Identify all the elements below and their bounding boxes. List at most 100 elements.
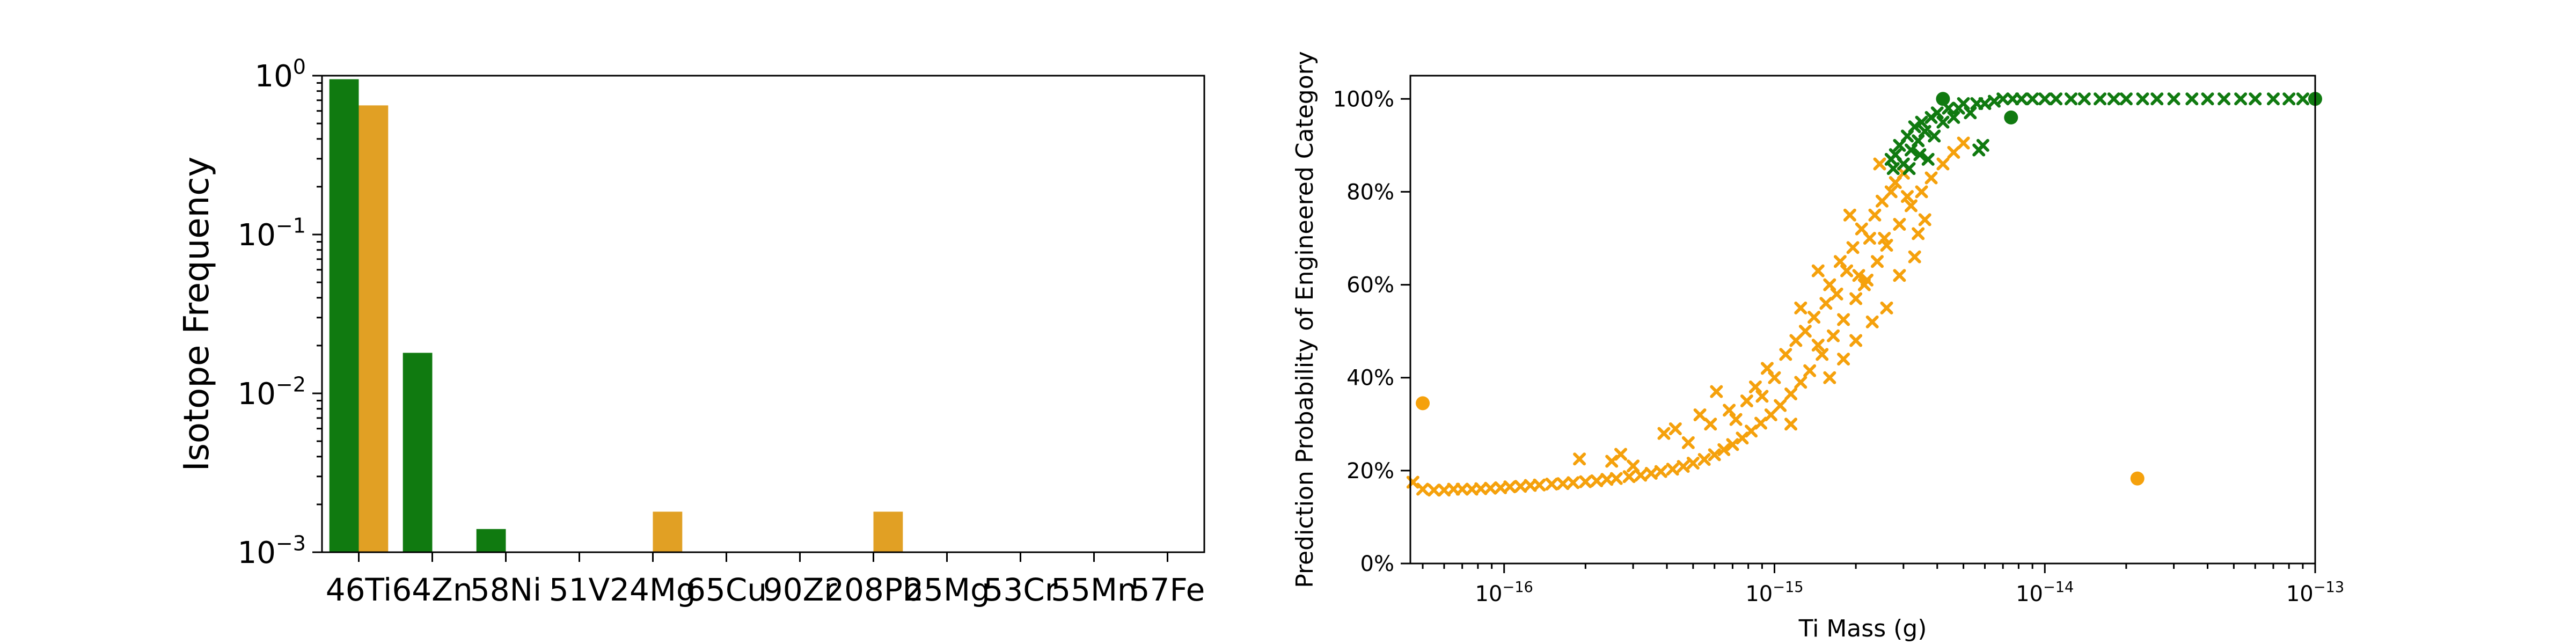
scatter-point-series-1-19	[1590, 474, 1604, 487]
scatter-point-series-1-36	[1764, 408, 1777, 421]
x-tick-label: 10−16	[1475, 579, 1533, 606]
scatter-point-series-4-2	[2004, 110, 2018, 125]
scatter-point-series-1-100	[1857, 278, 1871, 291]
scatter-point-series-1-16	[1556, 477, 1570, 491]
scatter-point-series-1-99	[1843, 208, 1856, 222]
scatter-point-series-1-25	[1654, 465, 1667, 478]
scatter-point-series-1-11	[1503, 480, 1517, 494]
y-tick-label: 10−2	[238, 372, 306, 412]
scatter-point-series-1-68	[1748, 380, 1762, 394]
x-tick-label: 64Zn	[392, 572, 472, 608]
scatter-point-series-3-34	[2119, 92, 2133, 106]
bar-46Ti-series-2	[358, 105, 389, 553]
scatter-point-series-1-106	[1918, 213, 1931, 226]
scatter-point-series-1-15	[1545, 477, 1558, 491]
scatter-point-series-1-22	[1622, 470, 1636, 484]
scatter-point-series-1-91	[1901, 190, 1914, 203]
scatter-point-series-3-24	[1996, 92, 2010, 106]
scatter-point-series-1-51	[1924, 171, 1938, 185]
scatter-point-series-1-9	[1484, 481, 1497, 495]
scatter-point-series-3-33	[2107, 92, 2120, 106]
scatter-point-series-3-37	[2167, 92, 2180, 106]
x-tick-label: 90Zr	[763, 572, 837, 608]
scatter-point-series-1-101	[1811, 264, 1825, 277]
scatter-point-series-2-1	[1416, 396, 1430, 411]
scatter-point-series-3-31	[2077, 92, 2091, 106]
scatter-point-series-1-32	[1726, 438, 1739, 451]
scatter-point-series-1-46	[1871, 255, 1884, 268]
scatter-point-series-1-39	[1794, 376, 1807, 389]
scatter-point-series-1-12	[1514, 480, 1527, 493]
scatter-point-series-3-8	[1912, 134, 1925, 148]
scatter-point-series-1-30	[1708, 448, 1721, 462]
scatter-point-series-3-49	[1913, 148, 1927, 162]
scatter-point-series-1-37	[1774, 399, 1787, 412]
scatter-point-series-1-21	[1609, 472, 1623, 485]
bar-58Ni-series-1	[476, 529, 506, 552]
scatter-point-series-3-25	[2006, 92, 2019, 106]
scatter-point-series-1-66	[1729, 413, 1743, 426]
scatter-point-series-3-19	[1957, 97, 1970, 110]
scatter-point-series-1-26	[1666, 463, 1679, 476]
scatter-point-series-1-61	[1681, 436, 1695, 449]
scatter-point-series-1-95	[1865, 315, 1879, 328]
scatter-point-series-1-79	[1830, 287, 1843, 301]
scatter-point-series-1-41	[1816, 348, 1829, 361]
scatter-point-series-3-39	[2201, 92, 2214, 106]
scatter-point-series-3-44	[2282, 92, 2296, 106]
scatter-point-series-1-76	[1811, 339, 1825, 352]
x-tick-label: 208Pb	[824, 572, 923, 608]
x-tick-label: 53Cr	[983, 572, 1057, 608]
scatter-point-series-1-54	[1957, 136, 1970, 150]
scatter-point-series-3-47	[1976, 138, 1989, 152]
scatter-point-series-1-74	[1798, 325, 1812, 338]
scatter-point-series-3-48	[1902, 162, 1916, 175]
scatter-point-series-3-15	[1936, 115, 1950, 129]
scatter-point-series-1-72	[1779, 348, 1792, 361]
bar-46Ti-series-1	[329, 79, 359, 552]
plot-frame	[1409, 75, 2316, 565]
scatter-point-series-1-96	[1849, 334, 1863, 347]
scatter-point-series-1-31	[1717, 443, 1731, 456]
scatter-point-series-1-57	[1627, 459, 1640, 473]
scatter-point-series-1-49	[1904, 199, 1918, 213]
scatter-point-series-1-59	[1657, 427, 1671, 440]
scatter-point-series-3-17	[1947, 111, 1960, 124]
scatter-point-series-1-103	[1784, 418, 1798, 431]
y-tick-label: 100	[255, 55, 306, 94]
bar-24Mg-series-2	[653, 511, 683, 552]
scatter-point-series-1-75	[1807, 311, 1821, 324]
y-tick-label: 10−3	[238, 531, 306, 570]
scatter-point-series-1-82	[1846, 241, 1860, 254]
scatter-point-series-3-28	[2038, 92, 2052, 106]
scatter-point-series-1-29	[1697, 453, 1711, 466]
scatter-point-series-1-102	[1794, 301, 1807, 314]
scatter-chart: 10−16 10−15 10−14 10−13 0% 20% 40% 60% 80% 100% Ti…	[1291, 51, 2344, 642]
scatter-point-series-3-50	[1886, 162, 1900, 175]
scatter-point-series-1-58	[1605, 455, 1619, 468]
scatter-point-series-3-11	[1921, 152, 1935, 166]
scatter-point-series-1-18	[1579, 475, 1592, 488]
scatter-point-series-1-73	[1789, 334, 1803, 347]
y-axis-label: Prediction Probability of Engineered Cat…	[1291, 51, 1319, 588]
scatter-point-series-3-13	[1928, 129, 1941, 143]
scatter-point-series-3-42	[2249, 92, 2262, 106]
x-tick-label: 51V	[549, 572, 610, 608]
y-tick-label: 10−1	[238, 214, 306, 253]
scatter-point-series-1-85	[1863, 232, 1876, 245]
x-tick-label: 57Fe	[1130, 572, 1205, 608]
scatter-point-series-1-24	[1644, 467, 1658, 480]
scatter-point-series-3-35	[2136, 92, 2149, 106]
x-tick-label: 25Mg	[904, 572, 990, 608]
scatter-point-series-1-64	[1710, 385, 1723, 398]
scatter-point-series-4-1	[1936, 92, 1950, 106]
scatter-point-series-1-86	[1868, 208, 1882, 222]
scatter-point-series-1-93	[1908, 250, 1921, 264]
scatter-point-series-1-77	[1819, 297, 1833, 310]
scatter-point-series-3-45	[2296, 92, 2309, 106]
scatter-point-series-3-41	[2234, 92, 2248, 106]
scatter-point-series-2-2	[2130, 471, 2145, 486]
scatter-point-series-1-107	[1873, 157, 1886, 171]
y-tick-label: 100%	[1333, 87, 1394, 112]
